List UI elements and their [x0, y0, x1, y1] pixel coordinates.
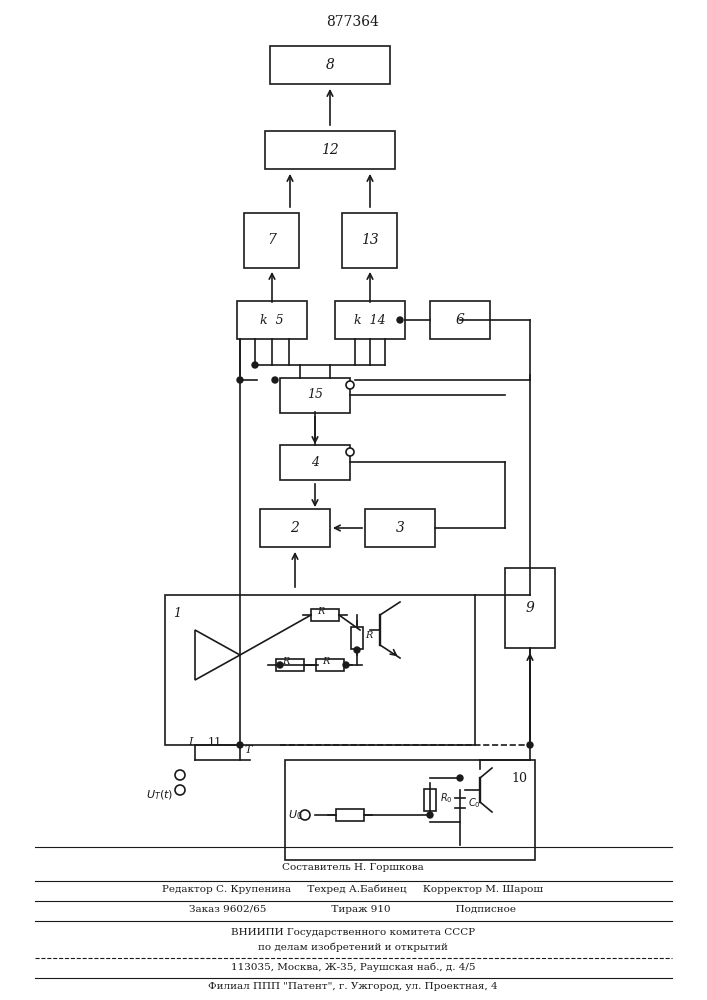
- Bar: [245, 213, 300, 267]
- Circle shape: [277, 662, 283, 668]
- Text: 7: 7: [267, 233, 276, 247]
- Text: 4: 4: [311, 456, 319, 468]
- Bar: [280, 444, 350, 480]
- Circle shape: [527, 742, 533, 748]
- Circle shape: [427, 812, 433, 818]
- Text: 113035, Москва, Ж-35, Раушская наб., д. 4/5: 113035, Москва, Ж-35, Раушская наб., д. …: [230, 962, 475, 972]
- Circle shape: [346, 381, 354, 389]
- Text: R: R: [322, 657, 329, 666]
- Text: 12: 12: [321, 143, 339, 157]
- Text: ВНИИПИ Государственного комитета СССР: ВНИИПИ Государственного комитета СССР: [231, 928, 475, 937]
- Circle shape: [237, 742, 243, 748]
- Text: $R_0$: $R_0$: [440, 791, 452, 805]
- Text: R: R: [282, 657, 290, 666]
- Circle shape: [346, 448, 354, 456]
- Circle shape: [272, 377, 278, 383]
- Text: 13: 13: [361, 233, 379, 247]
- Text: R: R: [365, 632, 373, 641]
- Text: $U_0$: $U_0$: [288, 808, 303, 822]
- Text: Редактор С. Крупенина     Техред А.Бабинец     Корректор М. Шарош: Редактор С. Крупенина Техред А.Бабинец К…: [163, 885, 544, 894]
- Text: 6: 6: [455, 313, 464, 327]
- Bar: [351, 627, 363, 649]
- Text: 15: 15: [307, 388, 323, 401]
- Circle shape: [175, 770, 185, 780]
- Text: k  14: k 14: [354, 314, 386, 326]
- Circle shape: [397, 317, 403, 323]
- Circle shape: [354, 647, 360, 653]
- Circle shape: [175, 785, 185, 795]
- Bar: [316, 659, 344, 671]
- Text: Заказ 9602/65                    Тираж 910                    Подписное: Заказ 9602/65 Тираж 910 Подписное: [189, 905, 517, 914]
- Bar: [342, 213, 397, 267]
- Bar: [505, 568, 555, 648]
- Text: 877364: 877364: [327, 15, 380, 29]
- Text: 3: 3: [395, 521, 404, 535]
- Circle shape: [300, 810, 310, 820]
- Text: k  5: k 5: [260, 314, 284, 326]
- Bar: [335, 301, 405, 339]
- Text: Филиал ППП "Патент", г. Ужгород, ул. Проектная, 4: Филиал ППП "Патент", г. Ужгород, ул. Про…: [208, 982, 498, 991]
- Text: I: I: [188, 737, 192, 747]
- Bar: [365, 509, 435, 547]
- Bar: [311, 609, 339, 621]
- Bar: [285, 760, 535, 860]
- Bar: [265, 131, 395, 169]
- Text: R: R: [317, 607, 325, 616]
- Text: 9: 9: [525, 601, 534, 615]
- Text: 1: 1: [173, 607, 181, 620]
- Text: 10: 10: [511, 772, 527, 785]
- Text: $U_T(t)$: $U_T(t)$: [146, 788, 174, 802]
- Bar: [237, 301, 307, 339]
- Bar: [270, 46, 390, 84]
- Circle shape: [457, 775, 463, 781]
- Bar: [430, 301, 490, 339]
- Circle shape: [343, 662, 349, 668]
- Text: T: T: [245, 745, 252, 755]
- Bar: [276, 659, 304, 671]
- Bar: [165, 595, 475, 745]
- Text: 8: 8: [325, 58, 334, 72]
- Text: $C_0$: $C_0$: [468, 796, 481, 810]
- Text: Составитель Н. Горшкова: Составитель Н. Горшкова: [282, 863, 424, 872]
- Text: 2: 2: [291, 521, 300, 535]
- Text: по делам изобретений и открытий: по делам изобретений и открытий: [258, 942, 448, 952]
- Bar: [280, 377, 350, 412]
- Circle shape: [237, 377, 243, 383]
- Bar: [336, 809, 364, 821]
- Bar: [260, 509, 330, 547]
- Text: 11: 11: [208, 737, 222, 747]
- Circle shape: [252, 362, 258, 368]
- Bar: [424, 789, 436, 811]
